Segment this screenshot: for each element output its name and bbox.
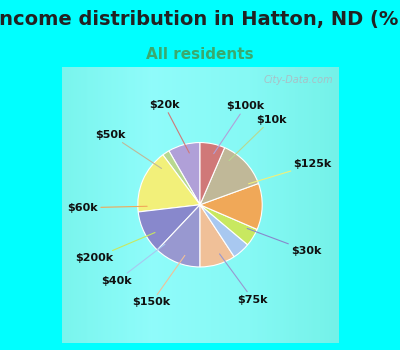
Text: All residents: All residents (146, 47, 254, 62)
Wedge shape (200, 142, 225, 205)
Text: City-Data.com: City-Data.com (263, 75, 333, 85)
Wedge shape (200, 183, 262, 229)
Wedge shape (200, 148, 258, 205)
Text: $125k: $125k (248, 159, 332, 184)
Wedge shape (200, 205, 257, 245)
Wedge shape (169, 142, 200, 205)
Text: $100k: $100k (214, 101, 264, 154)
Text: $150k: $150k (133, 256, 185, 307)
Text: $50k: $50k (96, 130, 162, 168)
Text: Income distribution in Hatton, ND (%): Income distribution in Hatton, ND (%) (0, 10, 400, 29)
Wedge shape (163, 151, 200, 205)
Wedge shape (138, 155, 200, 212)
Wedge shape (157, 205, 200, 267)
Text: $60k: $60k (68, 203, 147, 213)
Text: $75k: $75k (220, 254, 268, 304)
Text: $20k: $20k (149, 100, 189, 153)
Text: $200k: $200k (75, 232, 155, 263)
Wedge shape (200, 205, 234, 267)
Wedge shape (138, 205, 200, 250)
Wedge shape (200, 205, 248, 257)
Text: $10k: $10k (229, 114, 286, 161)
Text: $40k: $40k (102, 244, 165, 286)
Text: $30k: $30k (247, 229, 322, 256)
